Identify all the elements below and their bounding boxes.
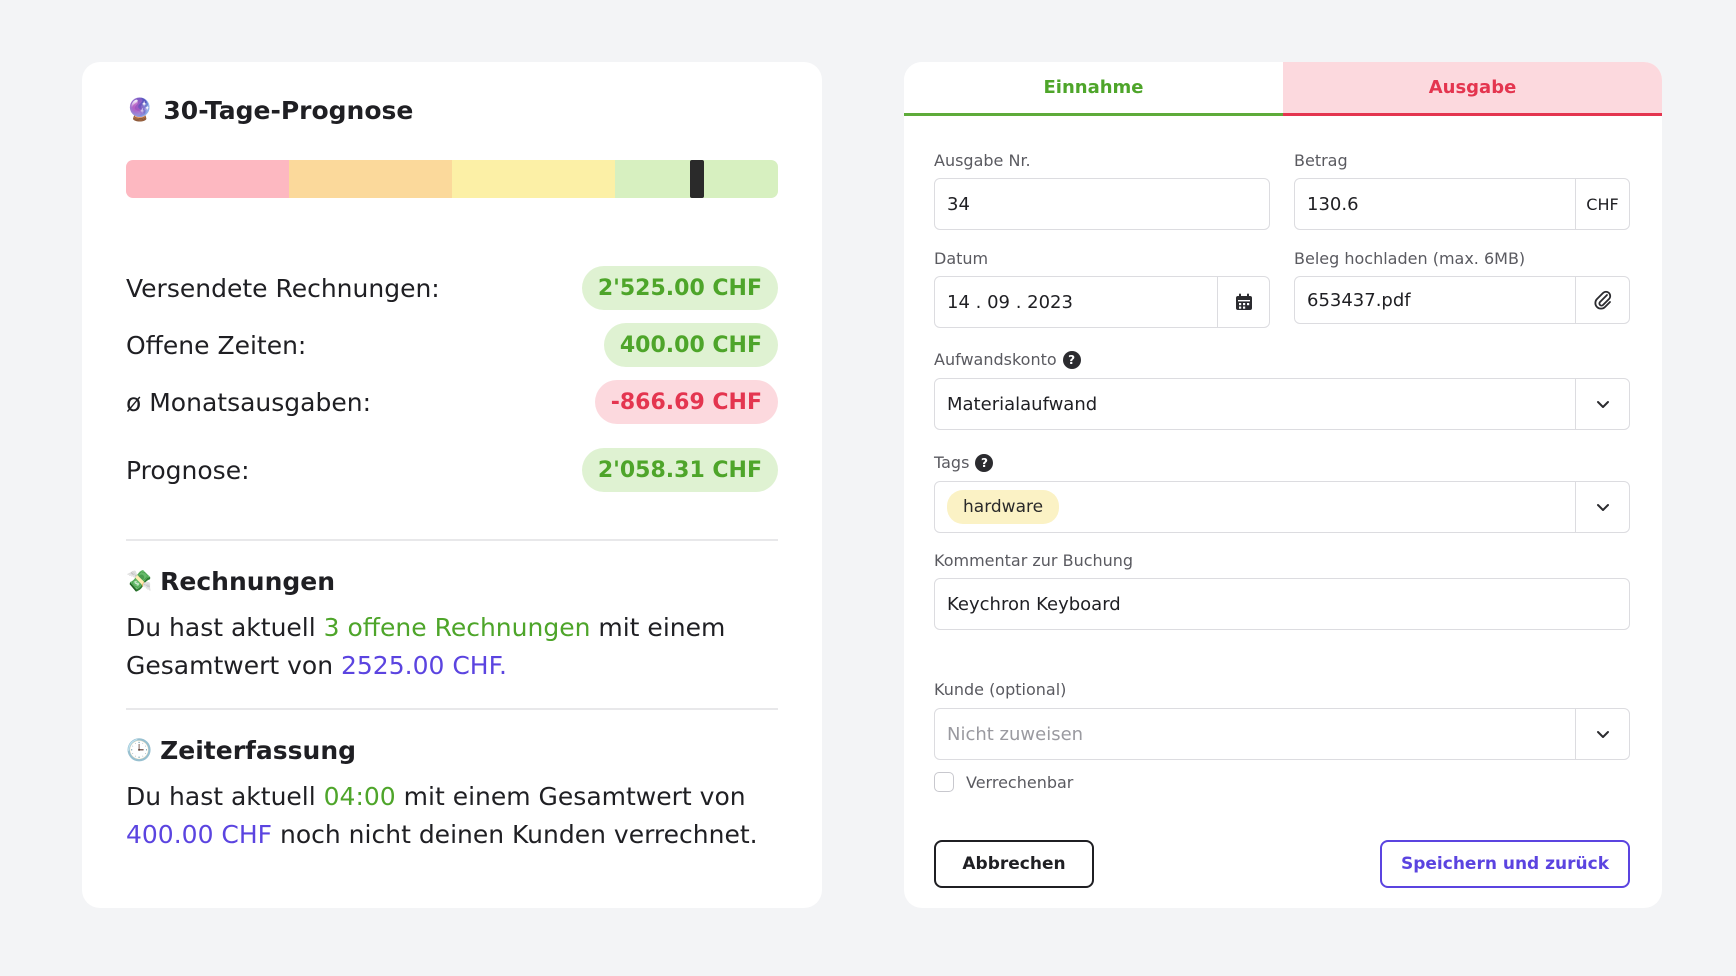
forecast-card: 🔮 30-Tage-Prognose Versendete Rechnungen… — [82, 62, 822, 908]
tab-income[interactable]: Einnahme — [904, 62, 1283, 116]
calendar-icon — [1235, 293, 1252, 310]
amount-value: 130.6 — [1307, 193, 1359, 215]
currency-addon: CHF — [1575, 179, 1629, 229]
time-summary: Du hast aktuell 04:00 mit einem Gesamtwe… — [126, 778, 778, 854]
amount-field[interactable]: 130.6 CHF — [1294, 178, 1630, 230]
customer-dropdown-toggle[interactable] — [1575, 709, 1629, 759]
attach-button[interactable] — [1575, 277, 1629, 323]
forecast-bar-segment-yellow — [452, 160, 615, 198]
invoices-title: Rechnungen — [160, 567, 336, 596]
invoices-summary: Du hast aktuell 3 offene Rechnungen mit … — [126, 609, 778, 685]
stat-monthly-expenses: ø Monatsausgaben: -866.69 CHF — [126, 379, 778, 425]
save-and-back-button[interactable]: Speichern und zurück — [1380, 840, 1630, 888]
expense-account-value: Materialaufwand — [947, 393, 1098, 415]
comment-label: Kommentar zur Buchung — [934, 551, 1134, 570]
customer-label: Kunde (optional) — [934, 680, 1067, 699]
tab-expense[interactable]: Ausgabe — [1283, 62, 1662, 116]
booking-type-tabs: Einnahme Ausgabe — [904, 62, 1662, 116]
receipt-filename: 653437.pdf — [1307, 289, 1411, 311]
receipt-upload-field[interactable]: 653437.pdf — [1294, 276, 1630, 324]
stat-open-times: Offene Zeiten: 400.00 CHF — [126, 322, 778, 368]
open-invoices-count[interactable]: 3 offene Rechnungen — [323, 613, 591, 642]
divider — [126, 539, 778, 541]
billable-checkbox[interactable] — [934, 772, 954, 792]
open-hours: 04:00 — [323, 782, 396, 811]
stat-label: ø Monatsausgaben: — [126, 387, 371, 417]
forecast-bar-marker — [690, 160, 704, 198]
date-field[interactable]: 14 . 09 . 2023 — [934, 276, 1270, 328]
booking-form-card: Einnahme Ausgabe Ausgabe Nr. 34 Betrag 1… — [904, 62, 1662, 908]
forecast-bar-segment-orange — [289, 160, 452, 198]
paperclip-icon — [1593, 290, 1611, 310]
summary-text: mit einem Gesamtwert von — [126, 613, 726, 680]
invoices-total: 2525.00 CHF. — [341, 651, 507, 680]
summary-text: noch nicht deinen Kunden verrechnet. — [272, 820, 758, 849]
clock-icon: 🕒 — [126, 738, 153, 762]
customer-placeholder: Nicht zuweisen — [947, 723, 1084, 745]
tags-select[interactable]: hardware — [934, 481, 1630, 533]
tags-container: hardware — [935, 490, 1575, 524]
stat-value-badge: 2'058.31 CHF — [581, 448, 778, 492]
forecast-title: 30-Tage-Prognose — [163, 96, 414, 125]
forecast-heading: 🔮 30-Tage-Prognose — [126, 96, 413, 125]
tag-chip[interactable]: hardware — [947, 490, 1060, 524]
money-wings-icon: 💸 — [126, 569, 153, 593]
chevron-down-icon — [1596, 504, 1609, 511]
expense-number-field[interactable]: 34 — [934, 178, 1270, 230]
stat-label: Offene Zeiten: — [126, 330, 307, 360]
date-value: 14 . 09 . 2023 — [947, 291, 1073, 313]
crystal-ball-icon: 🔮 — [126, 98, 154, 123]
stat-sent-invoices: Versendete Rechnungen: 2'525.00 CHF — [126, 265, 778, 311]
chevron-down-icon — [1596, 731, 1609, 738]
number-label: Ausgabe Nr. — [934, 151, 1031, 170]
stat-forecast: Prognose: 2'058.31 CHF — [126, 447, 778, 493]
billable-label: Verrechenbar — [966, 772, 1074, 792]
stat-label: Prognose: — [126, 455, 250, 485]
help-icon[interactable]: ? — [1062, 350, 1081, 369]
account-label-text: Aufwandskonto — [934, 350, 1057, 369]
upload-label: Beleg hochladen (max. 6MB) — [1294, 249, 1526, 268]
tags-dropdown-toggle[interactable] — [1575, 482, 1629, 532]
account-label: Aufwandskonto ? — [934, 350, 1081, 369]
comment-input[interactable]: Keychron Keyboard — [934, 578, 1630, 630]
expense-number-value: 34 — [947, 193, 970, 215]
chevron-down-icon — [1596, 401, 1609, 408]
summary-text: Du hast aktuell — [126, 782, 324, 811]
help-icon[interactable]: ? — [975, 453, 994, 472]
expense-account-select[interactable]: Materialaufwand — [934, 378, 1630, 430]
tags-label: Tags ? — [934, 453, 994, 472]
invoices-heading: 💸 Rechnungen — [126, 567, 335, 596]
calendar-button[interactable] — [1217, 277, 1269, 327]
customer-select[interactable]: Nicht zuweisen — [934, 708, 1630, 760]
stat-value-badge: 2'525.00 CHF — [581, 266, 778, 310]
tags-label-text: Tags — [934, 453, 970, 472]
stat-value-badge: -866.69 CHF — [594, 380, 778, 424]
amount-label: Betrag — [1294, 151, 1348, 170]
summary-text: mit einem Gesamtwert von — [395, 782, 746, 811]
cancel-button[interactable]: Abbrechen — [934, 840, 1094, 888]
forecast-bar-segment-red — [126, 160, 289, 198]
billable-row: Verrechenbar — [934, 772, 1073, 792]
account-dropdown-toggle[interactable] — [1575, 379, 1629, 429]
time-total: 400.00 CHF — [126, 820, 273, 849]
time-title: Zeiterfassung — [160, 736, 357, 765]
date-label: Datum — [934, 249, 989, 268]
time-heading: 🕒 Zeiterfassung — [126, 736, 356, 765]
divider — [126, 708, 778, 710]
forecast-bar — [126, 160, 778, 198]
stat-label: Versendete Rechnungen: — [126, 273, 440, 303]
stat-value-badge: 400.00 CHF — [603, 323, 778, 367]
comment-value: Keychron Keyboard — [947, 593, 1121, 615]
summary-text: Du hast aktuell — [126, 613, 324, 642]
